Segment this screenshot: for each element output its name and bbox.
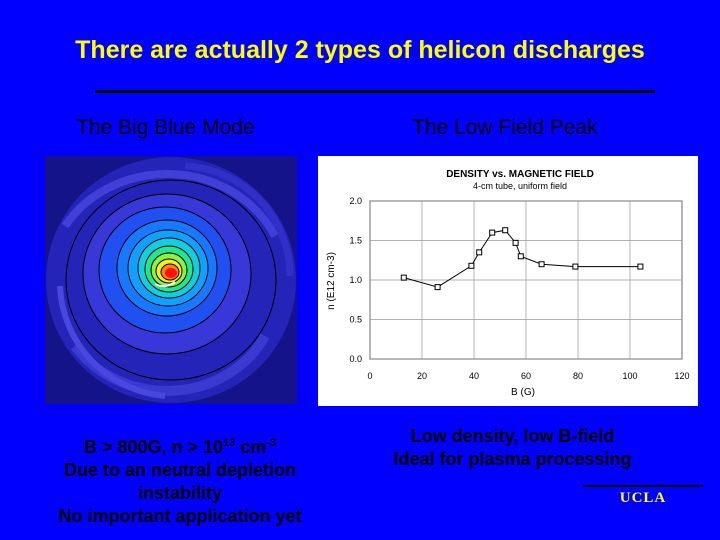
right-caption-line1: Low density, low B-field (410, 426, 615, 446)
y-tick-label: 1.5 (349, 236, 362, 246)
chart-title: DENSITY vs. MAGNETIC FIELD (446, 169, 594, 180)
logo-rule (583, 485, 703, 487)
y-tick-label: 1.0 (349, 275, 362, 285)
caption-unit-cm: cm (235, 437, 267, 457)
left-caption-line4: No important application yet (58, 506, 302, 526)
ucla-logo: UCLA (583, 485, 703, 507)
right-heading: The Low Field Peak (412, 116, 598, 139)
left-caption-line2: Due to an neutral depletion (63, 460, 296, 480)
data-point (517, 253, 524, 260)
data-point (538, 261, 545, 268)
y-tick-label: 2.0 (349, 196, 362, 206)
chart-subtitle: 4-cm tube, uniform field (473, 181, 567, 191)
contour-plot-graphic (45, 156, 297, 404)
right-caption: Low density, low B-field Ideal for plasm… (360, 425, 665, 471)
density-chart-svg: DENSITY vs. MAGNETIC FIELD 4-cm tube, un… (326, 169, 690, 398)
x-tick-label: 120 (674, 371, 689, 381)
left-heading: The Big Blue Mode (76, 116, 255, 139)
data-point (572, 263, 579, 270)
x-tick-label: 100 (622, 371, 637, 381)
data-point (468, 262, 475, 269)
x-tick-label: 0 (367, 371, 372, 381)
left-caption-line3: instability (137, 483, 222, 503)
x-tick-label: 80 (573, 371, 583, 381)
big-blue-mode-image (45, 156, 297, 404)
left-caption: B > 800G, n > 1013 cm-3 Due to an neutra… (30, 432, 330, 528)
y-tick-label: 0.5 (349, 315, 362, 325)
x-tick-label: 60 (521, 371, 531, 381)
data-point (637, 263, 644, 270)
data-point (400, 274, 407, 281)
data-point (512, 239, 519, 246)
x-axis-label: B (G) (511, 387, 535, 398)
caption-exponent-13: 13 (223, 437, 236, 449)
y-tick-label: 0.0 (349, 354, 362, 364)
x-tick-label: 20 (417, 371, 427, 381)
density-chart: DENSITY vs. MAGNETIC FIELD 4-cm tube, un… (318, 156, 698, 406)
data-point (502, 227, 509, 234)
data-point (489, 229, 496, 236)
slide-title: There are actually 2 types of helicon di… (75, 36, 645, 64)
caption-exponent-minus3: -3 (266, 437, 277, 449)
x-tick-label: 40 (469, 371, 479, 381)
y-axis-label: n (E12 cm-3) (326, 252, 337, 310)
data-point (434, 284, 441, 291)
caption-field-condition: B > 800G, n > 10 (83, 437, 223, 457)
left-caption-line1: B > 800G, n > 1013 cm-3 (30, 432, 330, 459)
data-point (476, 249, 483, 256)
right-caption-line2: Ideal for plasma processing (393, 449, 632, 469)
title-underline (95, 90, 655, 93)
logo-text: UCLA (619, 490, 667, 506)
